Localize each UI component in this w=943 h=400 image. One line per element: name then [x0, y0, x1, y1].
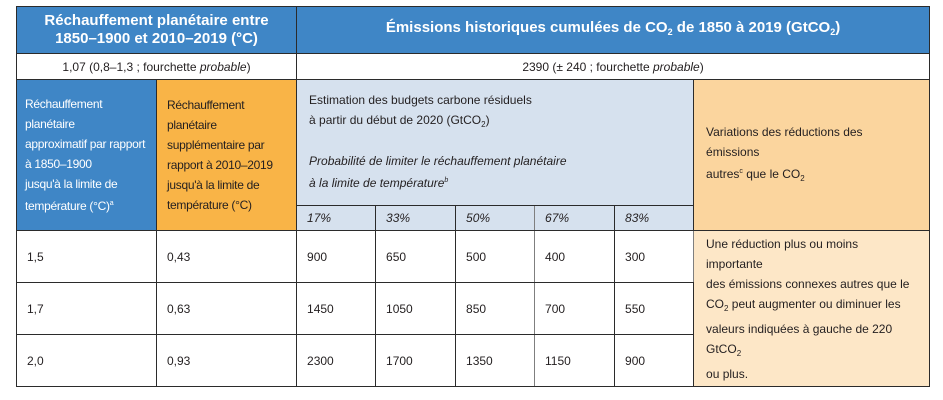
table-row: 2,0 0,93 2300 1700 1350 1150 900 — [16, 334, 930, 387]
subheader-row: Réchauffement planétaire approximatif pa… — [16, 79, 931, 231]
non-co2-note: Une réduction plus ou moins importante d… — [693, 230, 931, 387]
budget-cell: 1700 — [375, 334, 457, 387]
warming-title-cell: Réchauffement planétaire entre 1850–1900… — [15, 6, 298, 54]
emissions-title-cell: Émissions historiques cumulées de CO2 de… — [296, 6, 931, 54]
budget-cell: 550 — [614, 282, 695, 335]
budget-cell: 650 — [375, 230, 457, 283]
warming-title-line1: Réchauffement planétaire entre — [44, 12, 269, 29]
budget-cell: 1050 — [375, 282, 457, 335]
probability-row: 17% 33% 50% 67% 83% — [17, 205, 930, 231]
budget-cell: 850 — [455, 282, 536, 335]
warming-cell: 2,0 — [16, 334, 157, 387]
budget-cell: 300 — [614, 230, 695, 283]
emissions-title: Émissions historiques cumulées de CO2 de… — [385, 19, 841, 37]
summary-row: 1,07 (0,8–1,3 ; fourchette probable) 239… — [15, 53, 931, 80]
probability-33: 33% — [375, 205, 457, 231]
budget-cell: 700 — [534, 282, 616, 335]
probability-17: 17% — [296, 205, 377, 231]
probability-67: 67% — [534, 205, 616, 231]
budget-cell: 1350 — [455, 334, 536, 387]
warming-title-line2: 1850–1900 et 2010–2019 (°C) — [55, 30, 258, 47]
additional-warming-header: Réchauffement planétaire supplémentaire … — [155, 79, 298, 231]
budget-cell: 400 — [534, 230, 616, 283]
warming-value-cell: 1,07 (0,8–1,3 ; fourchette probable) — [15, 53, 298, 80]
probability-83: 83% — [614, 205, 695, 231]
emissions-value-cell: 2390 (± 240 ; fourchette probable) — [296, 53, 931, 80]
budget-cell: 500 — [455, 230, 536, 283]
additional-cell: 0,43 — [155, 230, 298, 283]
budget-cell: 900 — [296, 230, 377, 283]
budget-cell: 1450 — [296, 282, 377, 335]
probability-50: 50% — [455, 205, 536, 231]
additional-cell: 0,93 — [155, 334, 298, 387]
table-row: 1,5 0,43 900 650 500 400 300 Une réducti… — [16, 230, 931, 387]
title-row: Réchauffement planétaire entre 1850–1900… — [15, 6, 931, 54]
approx-warming-header: Réchauffement planétaire approximatif pa… — [16, 79, 157, 231]
warming-cell: 1,5 — [16, 230, 157, 283]
budget-cell: 1150 — [534, 334, 616, 387]
budget-cell: 2300 — [296, 334, 377, 387]
carbon-budget-table: Réchauffement planétaire entre 1850–1900… — [15, 6, 931, 387]
budget-header: Estimation des budgets carbone résiduels… — [296, 79, 695, 206]
variations-header: Variations des réductions des émissions … — [693, 79, 931, 231]
warming-cell: 1,7 — [16, 282, 157, 335]
table-row: 1,7 0,63 1450 1050 850 700 550 — [16, 282, 930, 335]
budget-cell: 900 — [614, 334, 695, 387]
additional-cell: 0,63 — [155, 282, 298, 335]
